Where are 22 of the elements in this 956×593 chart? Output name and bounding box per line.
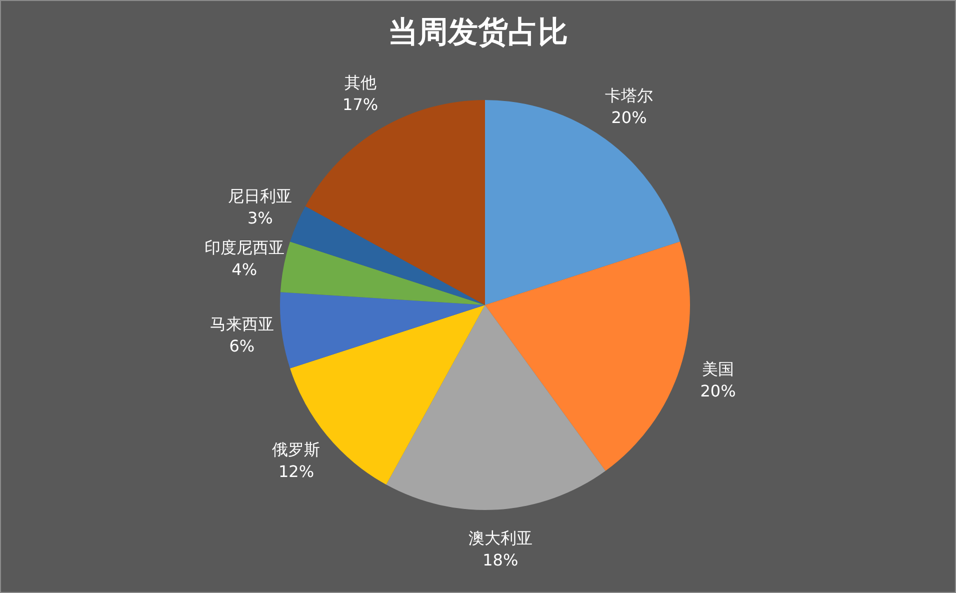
- pie-slice: [305, 100, 485, 305]
- data-label: 4%: [232, 260, 258, 280]
- pie-slice: [386, 305, 606, 510]
- data-label: 18%: [482, 550, 518, 570]
- data-label: 20%: [611, 108, 647, 127]
- data-label: 12%: [278, 462, 314, 482]
- pie-slice: [280, 292, 485, 368]
- slice-label: 印度尼西亚: [204, 238, 284, 258]
- slice-label: 卡塔尔: [605, 86, 654, 105]
- data-label: 20%: [700, 382, 736, 401]
- slice-label: 澳大利亚: [468, 528, 532, 548]
- slice-label: 马来西亚: [210, 314, 274, 334]
- slice-label: 俄罗斯: [272, 440, 320, 460]
- data-label: 17%: [342, 95, 378, 114]
- data-label: 3%: [247, 208, 273, 228]
- chart-title: 当周发货占比: [388, 15, 568, 50]
- slice-label: 美国: [702, 360, 734, 379]
- slice-label: 其他: [344, 73, 376, 92]
- slice-label: 尼日利亚: [228, 186, 292, 206]
- pie-slice: [485, 242, 690, 471]
- pie-slice: [290, 206, 485, 305]
- data-label: 6%: [229, 336, 255, 356]
